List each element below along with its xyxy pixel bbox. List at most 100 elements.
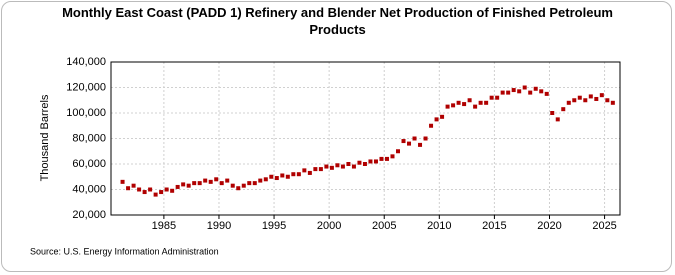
- point: [346, 162, 351, 166]
- point: [340, 164, 345, 169]
- point: [186, 183, 191, 188]
- point: [550, 111, 555, 115]
- point: [489, 95, 494, 100]
- x-tick-label: 1995: [262, 220, 286, 232]
- point: [401, 139, 406, 144]
- chart-title: Monthly East Coast (PADD 1) Refinery and…: [62, 5, 613, 37]
- point: [269, 174, 274, 179]
- point: [539, 89, 544, 94]
- point: [131, 183, 136, 188]
- point: [170, 188, 175, 193]
- y-tick-label: 60,000: [72, 158, 106, 170]
- point: [484, 100, 489, 105]
- point: [230, 183, 235, 188]
- point: [214, 177, 219, 182]
- point: [445, 104, 450, 109]
- point: [412, 136, 417, 141]
- point: [440, 114, 445, 119]
- point: [373, 159, 378, 164]
- point: [396, 149, 401, 154]
- point: [236, 186, 241, 191]
- y-tick-label: 20,000: [72, 209, 106, 221]
- point: [252, 181, 257, 186]
- point: [208, 179, 213, 184]
- point: [390, 154, 395, 159]
- point: [495, 95, 500, 100]
- point: [544, 91, 549, 96]
- x-tick-label: 2010: [427, 220, 451, 232]
- x-tick-label: 1985: [152, 220, 176, 232]
- point: [379, 156, 384, 161]
- point: [362, 162, 367, 166]
- point: [197, 181, 202, 186]
- point: [148, 187, 153, 192]
- point: [588, 94, 593, 99]
- point: [247, 181, 252, 186]
- y-tick-label: 120,000: [66, 81, 106, 93]
- y-tick-label: 100,000: [66, 107, 106, 119]
- point: [159, 190, 164, 195]
- point: [605, 98, 610, 103]
- point: [137, 187, 142, 192]
- point: [181, 182, 186, 187]
- x-tick-label: 2005: [372, 220, 396, 232]
- point: [533, 86, 538, 91]
- point: [456, 100, 461, 105]
- point: [418, 142, 423, 147]
- point: [357, 160, 362, 165]
- x-tick-label: 2015: [482, 220, 506, 232]
- point: [473, 104, 478, 109]
- point: [451, 103, 456, 108]
- point: [302, 168, 307, 173]
- point: [335, 163, 340, 168]
- y-axis-label: Thousand Barrels: [39, 94, 51, 181]
- point: [467, 98, 472, 103]
- y-tick-label: 140,000: [66, 56, 106, 68]
- point: [522, 85, 527, 90]
- point: [423, 136, 428, 141]
- point: [291, 172, 296, 177]
- point: [153, 192, 158, 197]
- point: [126, 186, 131, 191]
- point: [528, 90, 533, 95]
- point: [429, 123, 434, 128]
- point: [307, 170, 312, 175]
- point: [219, 181, 224, 186]
- x-tick-label: 2000: [317, 220, 341, 232]
- point: [274, 176, 279, 181]
- chart-frame: [1, 1, 672, 272]
- point: [285, 174, 290, 179]
- point: [263, 177, 268, 182]
- point: [329, 165, 334, 170]
- point: [583, 98, 588, 103]
- point: [572, 98, 577, 103]
- point: [506, 90, 511, 95]
- point: [500, 90, 505, 95]
- point: [577, 95, 582, 100]
- point: [192, 181, 197, 186]
- point: [599, 93, 604, 98]
- point: [258, 178, 263, 183]
- x-tick-label: 2025: [592, 220, 616, 232]
- point: [434, 117, 439, 122]
- point: [142, 190, 147, 195]
- point: [351, 164, 356, 169]
- point: [555, 117, 560, 122]
- point: [517, 89, 522, 94]
- point: [610, 100, 615, 105]
- plot-border: [110, 61, 621, 216]
- point: [566, 100, 571, 105]
- point: [478, 100, 483, 105]
- point: [511, 88, 516, 93]
- point: [561, 107, 566, 112]
- point: [120, 179, 125, 184]
- point: [241, 183, 246, 188]
- point: [280, 173, 285, 178]
- y-tick-label: 40,000: [72, 183, 106, 195]
- point: [175, 184, 180, 189]
- x-tick-label: 1990: [207, 220, 231, 232]
- point: [203, 178, 208, 183]
- x-tick-label: 2020: [537, 220, 561, 232]
- point: [313, 167, 318, 172]
